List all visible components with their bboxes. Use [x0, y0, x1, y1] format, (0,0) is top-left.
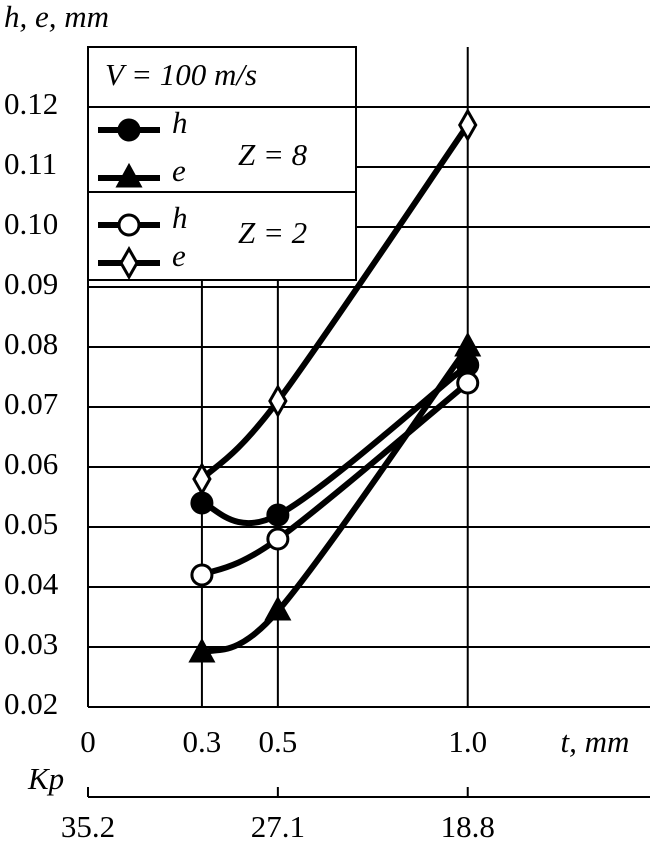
y-tick-label: 0.02 [4, 686, 58, 721]
x-axis-label: t, mm [561, 724, 630, 759]
x2-tick-label: 35.2 [61, 809, 115, 844]
point [119, 245, 139, 281]
y-tick-label: 0.07 [4, 386, 58, 421]
point [456, 371, 480, 395]
legend-title: V = 100 m/s [105, 57, 257, 92]
legend-label: e [172, 153, 186, 188]
y-tick-label: 0.03 [4, 626, 58, 661]
y-tick-label: 0.09 [4, 266, 58, 301]
x-tick-label: 0.3 [183, 724, 222, 759]
point [264, 595, 292, 621]
y-tick-label: 0.05 [4, 506, 58, 541]
axes: 0.02 0.03 0.04 0.05 0.06 0.07 0.08 0.09 0.10 0.11… [4, 47, 650, 844]
x2-axis-label: Kp [27, 761, 64, 796]
x2-tick-label: 27.1 [251, 809, 305, 844]
y-tick-label: 0.11 [4, 146, 57, 181]
x2-tick-label: 18.8 [441, 809, 495, 844]
point [458, 107, 478, 143]
point [454, 331, 482, 357]
series-line [200, 345, 471, 656]
point [192, 461, 212, 497]
point [190, 563, 214, 587]
legend-label: h [172, 105, 188, 140]
x-tick-label: 1.0 [448, 724, 487, 759]
point [188, 637, 216, 663]
y-axis-label: h, e, mm [4, 0, 109, 34]
point [117, 118, 141, 142]
legend-group-label: Z = 2 [238, 215, 307, 250]
point [266, 503, 290, 527]
point [268, 383, 288, 419]
legend-label: e [172, 238, 186, 273]
point [266, 527, 290, 551]
point [115, 162, 143, 188]
legend-box [87, 46, 357, 281]
series-line [199, 123, 471, 482]
y-tick-label: 0.06 [4, 446, 58, 481]
y-tick-label: 0.04 [4, 566, 59, 601]
x-tick-label: 0.5 [258, 724, 297, 759]
y-tick-label: 0.10 [4, 206, 58, 241]
y-tick-label: 0.08 [4, 326, 58, 361]
legend-label: h [172, 200, 188, 235]
marks [188, 107, 482, 663]
y-tick-label: 0.12 [4, 86, 58, 121]
legend-group-label: Z = 8 [238, 137, 308, 172]
series-line [200, 380, 470, 578]
point [117, 213, 141, 237]
x-tick-label: 0 [80, 724, 96, 759]
